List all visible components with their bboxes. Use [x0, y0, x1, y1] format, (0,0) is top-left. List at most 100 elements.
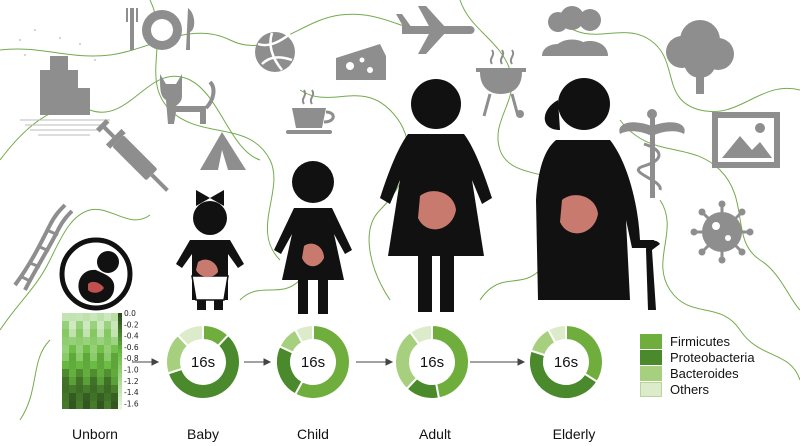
heatmap-cell — [97, 393, 104, 401]
legend-label: Firmicutes — [670, 333, 730, 349]
colorbar-segment — [118, 325, 122, 330]
colorbar-tick-label: -1.2 — [124, 377, 139, 386]
heatmap-cell — [111, 385, 118, 393]
donut-slice-proteobacteria — [528, 349, 599, 400]
heatmap-cell — [97, 345, 104, 353]
heatmap-cell — [69, 401, 76, 409]
heatmap-cell — [111, 369, 118, 377]
colorbar-segment — [118, 337, 122, 342]
heatmap-cell — [104, 353, 111, 361]
colorbar-segment — [118, 361, 122, 366]
heatmap-cell — [111, 401, 118, 409]
heatmap-cell — [90, 369, 97, 377]
colorbar-segment — [118, 353, 122, 358]
coffee-cup-icon — [286, 89, 335, 134]
heatmap-cell — [90, 337, 97, 345]
tent-icon — [200, 132, 246, 170]
heatmap-cell — [83, 401, 90, 409]
heatmap-cell — [104, 385, 111, 393]
heatmap-cell — [104, 401, 111, 409]
heatmap-cell — [111, 329, 118, 337]
colorbar-segment — [118, 381, 122, 386]
colorbar-tick-label: -0.2 — [124, 320, 139, 329]
donut-slice-others — [408, 323, 433, 346]
heatmap-cell — [69, 345, 76, 353]
virus-icon — [690, 200, 754, 264]
heatmap-cell — [69, 337, 76, 345]
tree-icon — [666, 20, 734, 94]
heatmap-cell — [62, 361, 69, 369]
donut-slice-proteobacteria — [275, 344, 304, 396]
heatmap-cell — [76, 329, 83, 337]
heatmap-cell — [111, 353, 118, 361]
volleyball-icon — [255, 32, 295, 72]
legend-label: Bacteroides — [670, 365, 739, 381]
heatmap-cell — [83, 321, 90, 329]
heatmap-cell — [97, 385, 104, 393]
heatmap-cell — [76, 369, 83, 377]
heatmap-cell — [69, 353, 76, 361]
colorbar-segment — [118, 393, 122, 398]
heatmap — [62, 313, 118, 409]
heatmap-cell — [69, 369, 76, 377]
donut-slice-others — [176, 323, 204, 348]
colorbar-segment — [118, 401, 122, 406]
child-figure — [274, 161, 352, 314]
colorbar-segment — [118, 369, 122, 374]
heatmap-cell — [104, 377, 111, 385]
heatmap-cell — [69, 393, 76, 401]
heatmap-cell — [97, 329, 104, 337]
heatmap-cell — [83, 329, 90, 337]
heatmap-cell — [69, 385, 76, 393]
colorbar-segment — [118, 377, 122, 382]
heatmap-cell — [111, 377, 118, 385]
colorbar-tick-label: -0.6 — [124, 343, 139, 352]
heatmap-cell — [76, 361, 83, 369]
heatmap-cell — [97, 369, 104, 377]
heatmap-cell — [104, 361, 111, 369]
heatmap-cell — [83, 377, 90, 385]
colorbar-segment — [118, 321, 122, 326]
donut-slice-proteobacteria — [166, 333, 241, 400]
colorbar-tick-label: 0.0 — [124, 309, 136, 318]
donut-center-label: 16s — [191, 354, 215, 371]
heatmap-cell — [97, 361, 104, 369]
elderly-figure — [536, 78, 660, 310]
stage-arrows — [132, 358, 526, 366]
heatmap-cell — [62, 353, 69, 361]
heatmap-cell — [104, 313, 111, 321]
colorbar-segment — [118, 357, 122, 362]
heatmap-cell — [76, 345, 83, 353]
heatmap-cell — [104, 393, 111, 401]
stage-label-unborn: Unborn — [72, 426, 118, 442]
legend-label: Others — [670, 381, 710, 397]
heatmap-cell — [69, 329, 76, 337]
colorbar-segment — [118, 405, 122, 410]
colorbar-segment — [118, 385, 122, 390]
heatmap-cell — [97, 401, 104, 409]
heatmap-cell — [83, 385, 90, 393]
heatmap-cell — [90, 393, 97, 401]
heatmap-cell — [104, 369, 111, 377]
heatmap-cell — [83, 313, 90, 321]
legend-swatch — [640, 365, 662, 381]
colorbar-tick-label: -1.0 — [124, 365, 139, 374]
heatmap-cell — [83, 345, 90, 353]
caduceus-icon — [619, 109, 685, 198]
city-icon — [19, 29, 110, 136]
heatmap-cell — [97, 321, 104, 329]
donut-charts: 16s 16s 16s 16s — [165, 323, 604, 400]
colorbar-segment — [118, 389, 122, 394]
heatmap-cell — [97, 377, 104, 385]
baby-figure — [176, 190, 244, 310]
heatmap-cell — [111, 393, 118, 401]
stage-label-baby: Baby — [187, 426, 219, 442]
donut-slice-firmicutes — [431, 323, 470, 400]
heatmap-cell — [76, 353, 83, 361]
heatmap-cell — [62, 329, 69, 337]
heatmap-cell — [83, 353, 90, 361]
donut-center-label: 16s — [420, 354, 444, 371]
heatmap-cell — [69, 361, 76, 369]
grill-icon — [476, 49, 526, 118]
heatmap-cell — [104, 345, 111, 353]
